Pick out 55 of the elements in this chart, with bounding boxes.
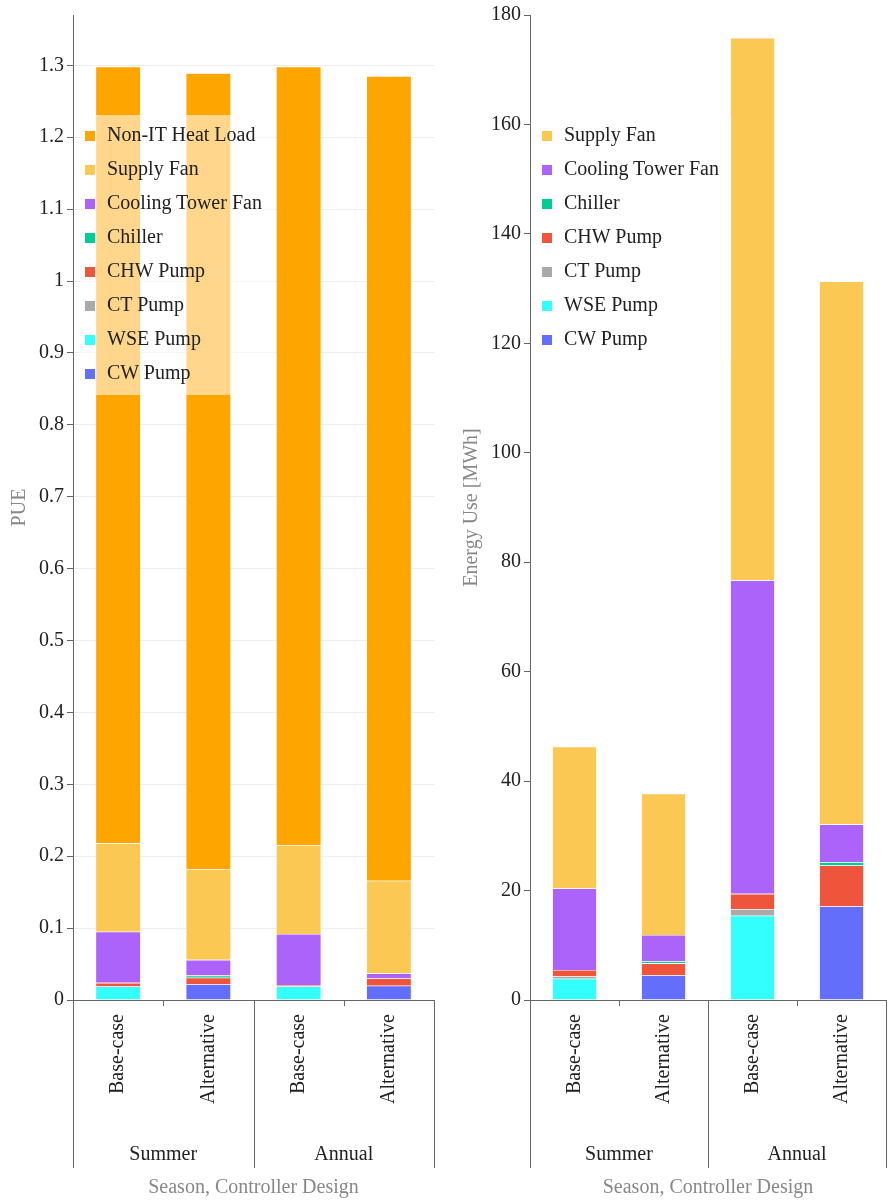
legend-label: Chiller xyxy=(564,191,620,214)
y-tick-label: 1.1 xyxy=(39,196,64,219)
y-tick-label: 100 xyxy=(491,440,521,463)
legend-label: CW Pump xyxy=(107,361,191,385)
y-tick-label: 1.2 xyxy=(39,124,64,147)
y-tick-label: 0.5 xyxy=(39,627,64,650)
x-tick-label: Alternative xyxy=(195,1013,218,1105)
y-tick-label: 0 xyxy=(511,987,521,1010)
legend-label: Chiller xyxy=(107,225,163,248)
x-tick-label: Alternative xyxy=(376,1013,399,1105)
y-tick-label: 120 xyxy=(491,330,521,353)
x-tick-label: Base-case xyxy=(285,1013,308,1094)
legend-label: WSE Pump xyxy=(564,293,658,317)
x-axis-title: Season, Controller Design xyxy=(148,1175,359,1199)
y-tick-label: 80 xyxy=(501,549,521,572)
y-tick-label: 60 xyxy=(501,658,521,681)
legend-label: CT Pump xyxy=(564,259,641,283)
text: Annual xyxy=(314,1142,374,1165)
y-tick-label: 0.1 xyxy=(39,915,64,938)
text: Summer xyxy=(129,1142,198,1165)
y-tick-label: 0.9 xyxy=(39,340,64,363)
y-tick-label: 1.3 xyxy=(39,52,64,75)
legend-label: Cooling Tower Fan xyxy=(107,191,262,215)
y-tick-label: 1 xyxy=(54,268,64,291)
legend-label: Supply Fan xyxy=(107,157,199,181)
y-tick-label: 0.3 xyxy=(39,771,64,794)
x-tick-label: Base-case xyxy=(561,1013,584,1094)
y-tick-label: 0 xyxy=(54,987,64,1010)
legend-label: WSE Pump xyxy=(107,327,201,351)
y-axis-title: PUE xyxy=(7,488,30,527)
x-tick-label: Base-case xyxy=(105,1013,128,1094)
legend-label: CHW Pump xyxy=(564,225,662,249)
y-tick-label: 20 xyxy=(501,877,521,900)
x-tick-label: Alternative xyxy=(650,1013,673,1105)
y-tick-label: 140 xyxy=(491,221,521,244)
y-tick-label: 0.8 xyxy=(39,412,64,435)
legend-label: CHW Pump xyxy=(107,259,205,283)
y-axis-title: Energy Use [MWh] xyxy=(459,428,483,587)
y-tick-label: 40 xyxy=(501,768,521,791)
y-tick-label: 160 xyxy=(491,111,521,134)
x-tick-label: Base-case xyxy=(739,1013,762,1094)
y-tick-label: 0.6 xyxy=(39,555,64,578)
legend-label: CW Pump xyxy=(564,327,648,351)
legend-label: Non-IT Heat Load xyxy=(107,123,256,146)
legend-label: Cooling Tower Fan xyxy=(564,157,719,181)
text: Summer xyxy=(585,1142,654,1165)
x-tick-label: Alternative xyxy=(828,1013,851,1105)
text: Annual xyxy=(767,1142,827,1165)
x-axis-title: Season, Controller Design xyxy=(602,1175,814,1199)
y-tick-label: 180 xyxy=(491,2,521,25)
y-tick-label: 0.7 xyxy=(39,483,64,506)
y-tick-label: 0.2 xyxy=(39,843,64,866)
legend-label: Supply Fan xyxy=(564,123,656,147)
y-tick-label: 0.4 xyxy=(39,699,64,722)
legend-label: CT Pump xyxy=(107,293,184,317)
